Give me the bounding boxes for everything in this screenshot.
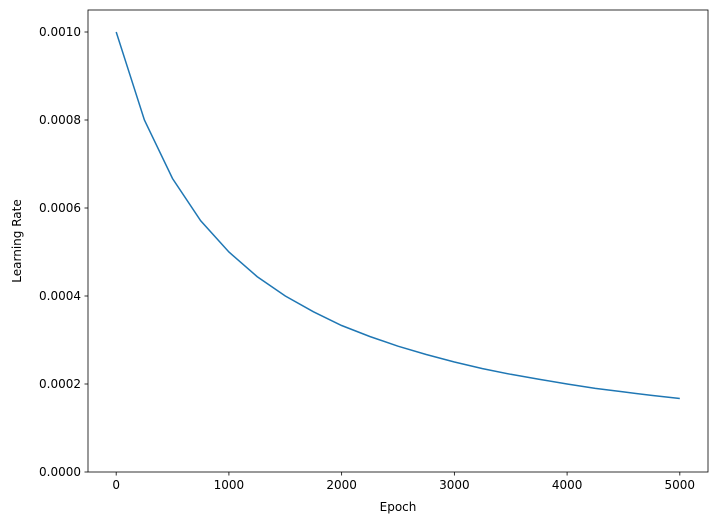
y-tick-label: 0.0010 bbox=[39, 25, 81, 39]
axes-frame bbox=[87, 9, 709, 473]
y-tick-label: 0.0004 bbox=[39, 289, 81, 303]
x-tick-label: 2000 bbox=[326, 478, 357, 492]
y-tick-label: 0.0008 bbox=[39, 113, 81, 127]
series-line bbox=[115, 31, 680, 400]
x-tick-label: 3000 bbox=[439, 478, 470, 492]
x-tick-label: 1000 bbox=[214, 478, 245, 492]
x-tick-label: 0 bbox=[112, 478, 120, 492]
y-tick-label: 0.0002 bbox=[39, 377, 81, 391]
y-axis-label: Learning Rate bbox=[10, 199, 24, 282]
x-tick-label: 4000 bbox=[552, 478, 583, 492]
x-axis-label: Epoch bbox=[380, 500, 417, 514]
x-tick-label: 5000 bbox=[665, 478, 696, 492]
y-tick-label: 0.0000 bbox=[39, 465, 81, 479]
y-tick-label: 0.0006 bbox=[39, 201, 81, 215]
